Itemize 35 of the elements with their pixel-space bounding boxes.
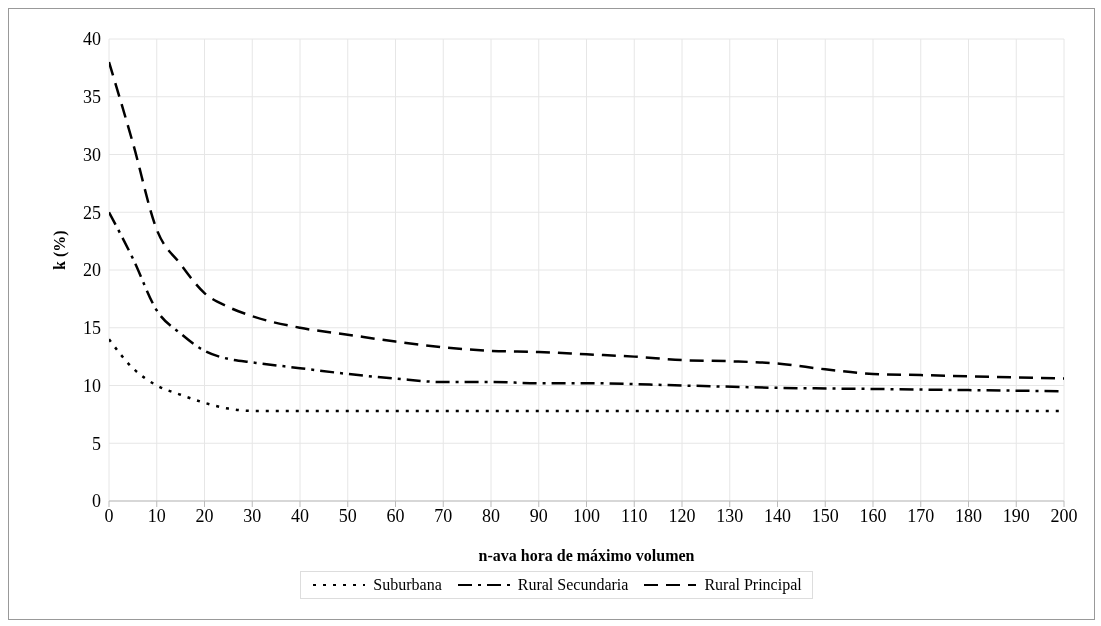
- x-tick-label: 40: [291, 505, 309, 526]
- x-tick-label: 120: [668, 505, 696, 526]
- line-series: [109, 60, 1064, 380]
- y-tick-label: 20: [83, 260, 101, 281]
- y-axis-title: k (%): [50, 230, 69, 270]
- x-tick-label: 180: [955, 505, 982, 526]
- x-tick-label: 30: [243, 505, 262, 526]
- x-tick-label: 150: [811, 505, 839, 526]
- y-tick-label: 25: [83, 202, 101, 223]
- x-tick-label: 190: [1002, 505, 1030, 526]
- x-tick-label: 170: [907, 505, 935, 526]
- y-tick-label: 15: [83, 318, 101, 339]
- x-tick-label: 50: [338, 505, 357, 526]
- y-tick-label: 40: [83, 29, 101, 50]
- x-tick-label: 100: [573, 505, 600, 526]
- legend-label: Rural Secundaria: [517, 576, 629, 594]
- x-tick-label: 90: [529, 505, 548, 526]
- x-tick-label: 80: [482, 505, 500, 526]
- x-tick-label: 70: [434, 505, 453, 526]
- x-tick-label: 60: [386, 505, 405, 526]
- y-tick-label: 30: [83, 144, 101, 165]
- y-tick-label: 35: [83, 87, 101, 108]
- x-tick-label: 20: [195, 505, 214, 526]
- y-tick-label: 5: [92, 433, 101, 454]
- y-tick-label: 0: [92, 491, 101, 512]
- legend-label: Suburbana: [373, 576, 442, 594]
- x-tick-label: 130: [716, 505, 744, 526]
- legend-label: Rural Principal: [704, 576, 802, 594]
- x-tick-label: 10: [147, 505, 166, 526]
- x-axis-title: n-ava hora de máximo volumen: [478, 547, 695, 564]
- x-tick-label: 110: [621, 505, 648, 526]
- y-tick-label: 10: [83, 375, 101, 396]
- x-tick-label: 140: [764, 505, 791, 526]
- x-tick-label: 200: [1050, 505, 1078, 526]
- x-tick-label: 160: [859, 505, 887, 526]
